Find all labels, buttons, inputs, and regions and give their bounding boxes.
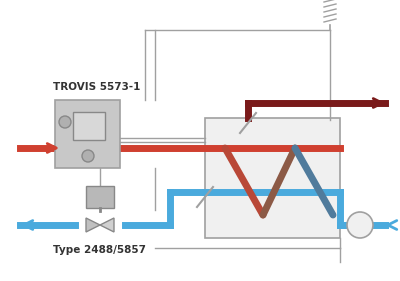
Text: TROVIS 5573-1: TROVIS 5573-1 [53, 82, 140, 92]
Circle shape [347, 212, 373, 238]
Bar [73, 112, 105, 140]
Bar [205, 118, 340, 238]
Bar [55, 100, 120, 168]
Bar [86, 186, 114, 208]
Polygon shape [100, 218, 114, 232]
Circle shape [59, 116, 71, 128]
Circle shape [82, 150, 94, 162]
Polygon shape [86, 218, 100, 232]
Text: Type 2488/5857: Type 2488/5857 [53, 245, 146, 255]
